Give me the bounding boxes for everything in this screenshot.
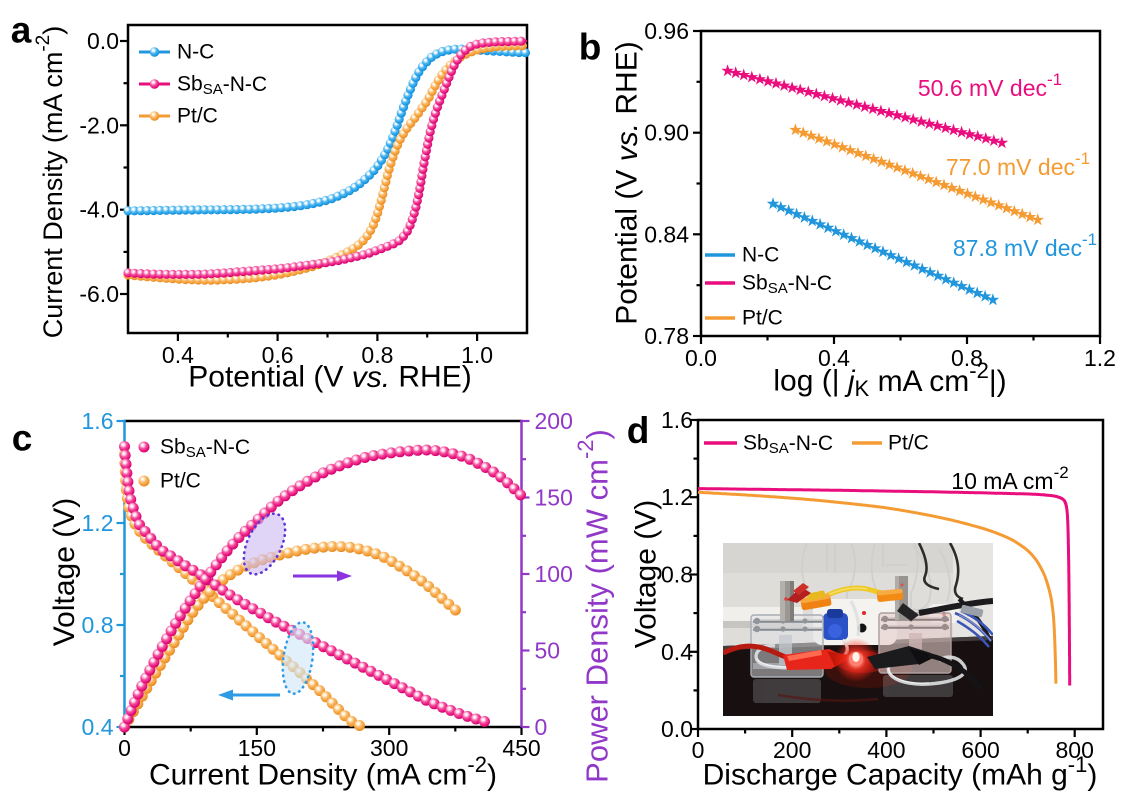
svg-text:200: 200 xyxy=(535,408,573,434)
svg-text:-4.0: -4.0 xyxy=(79,197,119,223)
svg-text:1.6: 1.6 xyxy=(82,408,114,434)
svg-text:0: 0 xyxy=(118,735,131,761)
svg-text:SbSA-N-C: SbSA-N-C xyxy=(742,272,832,297)
svg-text:Potential (V vs. RHE): Potential (V vs. RHE) xyxy=(611,41,644,324)
svg-text:-2.0: -2.0 xyxy=(79,112,119,138)
svg-text:200: 200 xyxy=(773,737,811,763)
svg-text:Pt/C: Pt/C xyxy=(888,432,929,455)
svg-text:0.4: 0.4 xyxy=(661,639,693,665)
svg-text:50: 50 xyxy=(535,638,561,664)
svg-text:0.84: 0.84 xyxy=(644,221,689,247)
svg-text:0.0: 0.0 xyxy=(685,345,717,371)
svg-text:0.4: 0.4 xyxy=(818,345,850,371)
svg-text:1.0: 1.0 xyxy=(461,342,493,368)
svg-text:400: 400 xyxy=(867,737,905,763)
svg-text:150: 150 xyxy=(535,485,573,511)
svg-text:150: 150 xyxy=(238,735,276,761)
svg-text:Potential (V vs. RHE): Potential (V vs. RHE) xyxy=(188,361,471,394)
svg-text:450: 450 xyxy=(502,735,540,761)
svg-text:0.90: 0.90 xyxy=(644,120,689,146)
svg-text:0.96: 0.96 xyxy=(644,18,689,44)
svg-text:Current Density (mA cm-2): Current Density (mA cm-2) xyxy=(149,752,497,792)
svg-text:Voltage (V): Voltage (V) xyxy=(48,498,81,646)
svg-text:Pt/C: Pt/C xyxy=(177,105,218,128)
svg-text:1.2: 1.2 xyxy=(1084,345,1116,371)
svg-text:SbSA-N-C: SbSA-N-C xyxy=(160,436,250,461)
svg-text:0.6: 0.6 xyxy=(262,342,294,368)
svg-text:-6.0: -6.0 xyxy=(79,281,119,307)
svg-text:50.6 mV dec-1: 50.6 mV dec-1 xyxy=(918,70,1062,102)
svg-text:SbSA-N-C: SbSA-N-C xyxy=(177,73,267,98)
svg-text:600: 600 xyxy=(961,737,999,763)
svg-text:1.2: 1.2 xyxy=(661,484,693,510)
svg-text:0.8: 0.8 xyxy=(661,562,693,588)
svg-text:0.4: 0.4 xyxy=(162,342,194,368)
svg-text:0.0: 0.0 xyxy=(661,716,693,742)
svg-text:1.2: 1.2 xyxy=(82,510,114,536)
svg-text:N-C: N-C xyxy=(742,244,779,267)
svg-text:0: 0 xyxy=(692,737,705,763)
svg-text:Discharge Capacity (mAh g-1): Discharge Capacity (mAh g-1) xyxy=(703,752,1098,792)
svg-text:100: 100 xyxy=(535,561,573,587)
svg-text:0.8: 0.8 xyxy=(361,342,393,368)
svg-text:Current Density (mA cm-2): Current Density (mA cm-2) xyxy=(33,26,69,338)
svg-text:300: 300 xyxy=(370,735,408,761)
svg-text:log (| jK mA cm-2|): log (| jK mA cm-2|) xyxy=(773,358,1006,401)
svg-text:d: d xyxy=(627,410,650,451)
svg-text:b: b xyxy=(579,27,602,68)
svg-text:0.8: 0.8 xyxy=(82,612,114,638)
svg-text:Pt/C: Pt/C xyxy=(742,307,783,330)
svg-text:0.78: 0.78 xyxy=(644,323,689,349)
svg-text:0.4: 0.4 xyxy=(82,714,114,740)
svg-text:1.6: 1.6 xyxy=(661,407,693,433)
svg-text:87.8 mV dec-1: 87.8 mV dec-1 xyxy=(953,230,1097,262)
svg-text:N-C: N-C xyxy=(177,41,214,64)
svg-text:a: a xyxy=(11,10,32,51)
svg-text:77.0 mV dec-1: 77.0 mV dec-1 xyxy=(946,149,1090,181)
svg-text:0: 0 xyxy=(535,714,548,740)
svg-text:Pt/C: Pt/C xyxy=(160,470,201,493)
svg-text:c: c xyxy=(12,418,33,459)
svg-text:Power Density (mW cm-2): Power Density (mW cm-2) xyxy=(573,429,615,783)
svg-text:SbSA-N-C: SbSA-N-C xyxy=(743,432,833,457)
svg-text:800: 800 xyxy=(1056,737,1094,763)
svg-text:0.0: 0.0 xyxy=(87,28,119,54)
svg-text:10 mA cm-2: 10 mA cm-2 xyxy=(951,463,1068,495)
svg-text:Voltage (V): Voltage (V) xyxy=(630,500,663,648)
svg-text:0.8: 0.8 xyxy=(951,345,983,371)
